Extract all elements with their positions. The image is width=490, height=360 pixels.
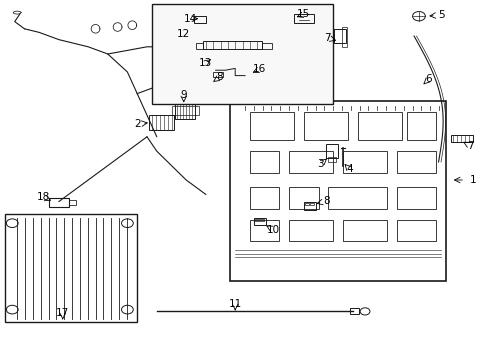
Text: 2: 2	[134, 119, 141, 129]
Bar	[342, 27, 347, 47]
Bar	[250, 187, 279, 209]
Text: 12: 12	[177, 29, 191, 39]
Bar	[451, 135, 473, 142]
Bar	[255, 219, 259, 221]
Bar	[210, 82, 213, 85]
Text: 13: 13	[199, 58, 213, 68]
Bar	[294, 14, 314, 23]
Bar	[149, 115, 174, 130]
Bar	[172, 106, 199, 115]
Bar	[289, 220, 333, 241]
Bar	[262, 43, 272, 49]
Bar	[49, 198, 69, 207]
Bar	[250, 112, 294, 140]
Bar	[205, 82, 209, 85]
Text: 7: 7	[324, 33, 331, 43]
Bar	[203, 81, 214, 89]
Text: 15: 15	[297, 9, 311, 19]
Bar	[397, 151, 436, 173]
Bar	[304, 202, 316, 210]
Text: 10: 10	[267, 225, 280, 235]
Bar	[310, 203, 314, 205]
Bar	[175, 103, 195, 119]
Text: 18: 18	[36, 192, 50, 202]
Bar	[213, 72, 223, 77]
Text: 14: 14	[183, 14, 197, 24]
Bar	[407, 112, 436, 140]
Text: 5: 5	[438, 10, 444, 20]
Bar	[358, 112, 402, 140]
Bar	[152, 4, 333, 104]
Bar	[260, 219, 264, 221]
Text: 7: 7	[467, 141, 474, 151]
Bar	[196, 43, 203, 49]
Text: 4: 4	[346, 164, 353, 174]
Text: 11: 11	[228, 299, 242, 309]
Bar	[305, 203, 309, 205]
Bar	[194, 16, 206, 23]
Text: 8: 8	[216, 72, 223, 82]
Bar	[230, 101, 446, 281]
Bar	[328, 187, 387, 209]
Bar	[397, 187, 436, 209]
Bar	[343, 220, 387, 241]
Text: 3: 3	[318, 159, 324, 169]
Bar	[5, 214, 137, 322]
Bar	[326, 144, 338, 158]
Bar	[69, 200, 76, 205]
Text: 8: 8	[323, 196, 330, 206]
Bar	[289, 151, 333, 173]
Bar	[289, 187, 318, 209]
Text: 1: 1	[469, 175, 476, 185]
Bar	[397, 220, 436, 241]
Bar	[334, 29, 346, 43]
Bar	[250, 151, 279, 173]
Bar	[350, 308, 359, 314]
Bar	[328, 157, 336, 162]
Text: 16: 16	[253, 64, 267, 75]
Bar	[304, 112, 348, 140]
Text: 9: 9	[180, 90, 187, 100]
Bar	[343, 151, 387, 173]
Bar	[250, 220, 279, 241]
Bar	[254, 218, 266, 225]
Text: 6: 6	[425, 74, 432, 84]
Bar	[203, 41, 262, 49]
Text: 17: 17	[56, 308, 70, 318]
